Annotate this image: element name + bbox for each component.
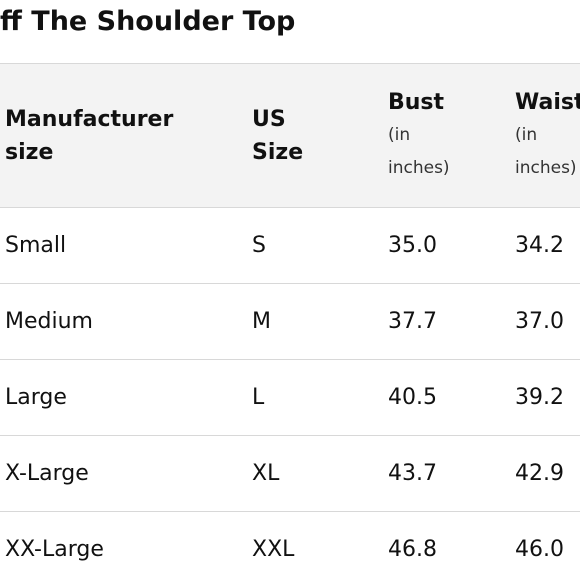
table-cell: 39.2 bbox=[515, 385, 564, 410]
table-row: Medium M 37.7 37.0 bbox=[0, 283, 580, 359]
table-cell: 46.8 bbox=[388, 537, 437, 562]
header-cell: US Size bbox=[252, 64, 312, 207]
table-row: XX-Large XXL 46.8 46.0 bbox=[0, 511, 580, 580]
column-name: US Size bbox=[252, 106, 304, 165]
table-cell: Small bbox=[5, 233, 67, 258]
table-cell: XX-Large bbox=[5, 537, 104, 562]
header-cell: Manufacturer size bbox=[5, 64, 180, 207]
table-cell: 46.0 bbox=[515, 537, 564, 562]
column-name: Bust bbox=[388, 90, 445, 115]
table-cell: L bbox=[252, 385, 265, 410]
table-cell: S bbox=[252, 233, 266, 258]
size-table: Manufacturer size US Size Bust (in inches) W… bbox=[0, 63, 580, 580]
table-cell: 40.5 bbox=[388, 385, 437, 410]
page-title: ff The Shoulder Top bbox=[0, 6, 296, 37]
column-name: Manufacturer size bbox=[5, 106, 174, 165]
table-cell: XL bbox=[252, 461, 280, 486]
column-unit: (in inches) bbox=[388, 125, 450, 178]
table-cell: Medium bbox=[5, 309, 93, 334]
table-cell: 34.2 bbox=[515, 233, 564, 258]
header-cell: Waist (in inches) bbox=[515, 64, 580, 207]
table-cell: 43.7 bbox=[388, 461, 437, 486]
table-cell: 37.7 bbox=[388, 309, 437, 334]
table-row: Small S 35.0 34.2 bbox=[0, 207, 580, 283]
header-row: Manufacturer size US Size Bust (in inches) W… bbox=[0, 63, 580, 207]
header-cell: Bust (in inches) bbox=[388, 64, 468, 207]
table-cell: 37.0 bbox=[515, 309, 564, 334]
table-row: Large L 40.5 39.2 bbox=[0, 359, 580, 435]
table-cell: 35.0 bbox=[388, 233, 437, 258]
column-unit: (in inches) bbox=[515, 125, 577, 178]
column-name: Waist bbox=[515, 90, 580, 115]
table-row: X-Large XL 43.7 42.9 bbox=[0, 435, 580, 511]
table-cell: XXL bbox=[252, 537, 295, 562]
table-cell: M bbox=[252, 309, 271, 334]
table-cell: 42.9 bbox=[515, 461, 564, 486]
table-cell: X-Large bbox=[5, 461, 89, 486]
table-cell: Large bbox=[5, 385, 67, 410]
